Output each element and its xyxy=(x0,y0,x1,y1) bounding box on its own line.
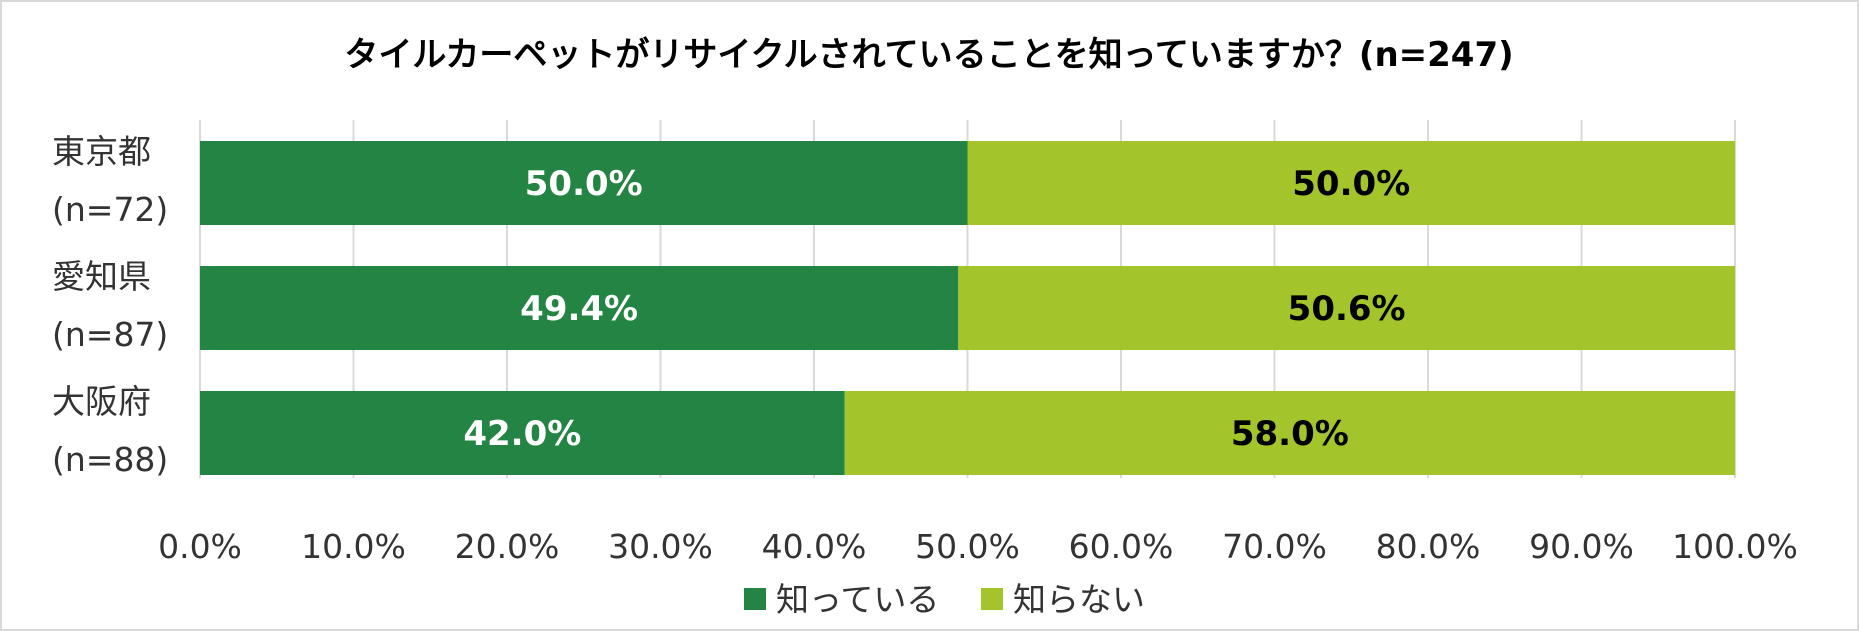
data-label: 50.0% xyxy=(525,164,643,204)
bar-segment xyxy=(200,391,845,475)
x-tick-label: 40.0% xyxy=(762,527,867,566)
chart-title: タイルカーペットがリサイクルされていることを知っていますか？(n=247) xyxy=(344,35,1513,75)
bar-segment xyxy=(844,391,1735,475)
data-label: 50.0% xyxy=(1292,164,1410,204)
bar-segment xyxy=(967,141,1735,225)
x-tick-label: 10.0% xyxy=(301,527,406,566)
x-tick-label: 20.0% xyxy=(455,527,560,566)
legend-swatch xyxy=(744,588,766,610)
legend-label: 知らない xyxy=(1013,580,1145,619)
x-tick-label: 70.0% xyxy=(1222,527,1327,566)
x-tick-label: 0.0% xyxy=(158,527,242,566)
data-label: 42.0% xyxy=(463,414,581,454)
x-tick-label: 60.0% xyxy=(1069,527,1174,566)
category-sample-size: (n=87) xyxy=(52,315,168,354)
x-tick-label: 80.0% xyxy=(1376,527,1481,566)
data-label: 50.6% xyxy=(1288,289,1406,329)
x-tick-label: 100.0% xyxy=(1672,527,1798,566)
data-label: 58.0% xyxy=(1231,414,1349,454)
bar-segment xyxy=(958,266,1735,350)
bar-segment xyxy=(200,266,959,350)
legend-swatch xyxy=(981,588,1003,610)
category-sample-size: (n=88) xyxy=(52,440,168,479)
category-label: 東京都 xyxy=(52,132,151,171)
bar-segment xyxy=(200,141,968,225)
x-tick-label: 90.0% xyxy=(1529,527,1634,566)
category-sample-size: (n=72) xyxy=(52,190,168,229)
category-label: 愛知県 xyxy=(52,257,151,296)
x-tick-label: 30.0% xyxy=(608,527,713,566)
x-tick-label: 50.0% xyxy=(915,527,1020,566)
data-label: 49.4% xyxy=(520,289,638,329)
category-label: 大阪府 xyxy=(52,382,151,421)
legend: 知っている 知らない xyxy=(744,580,1145,619)
legend-label: 知っている xyxy=(776,580,939,619)
